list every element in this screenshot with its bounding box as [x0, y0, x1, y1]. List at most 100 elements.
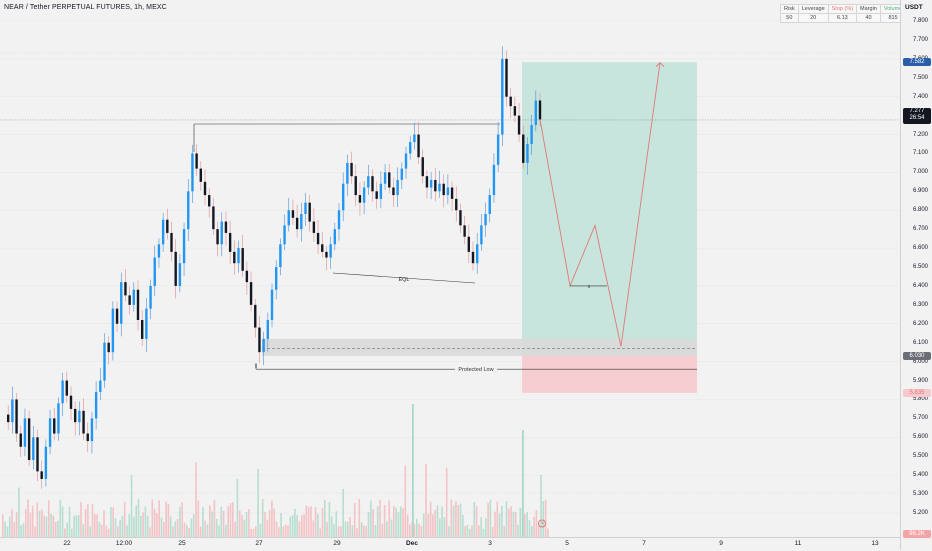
- candle-body: [120, 282, 123, 324]
- candle-body: [132, 289, 136, 305]
- volume-bar: [29, 512, 32, 537]
- alarm-clock-icon[interactable]: [537, 518, 547, 528]
- volume-bar: [160, 517, 163, 537]
- candle-body: [111, 308, 115, 353]
- volume-bar: [358, 499, 361, 537]
- candle-body: [404, 153, 408, 169]
- candle-body: [530, 125, 533, 144]
- volume-bar: [151, 499, 154, 537]
- candle-body: [94, 391, 98, 419]
- volume-bar: [462, 514, 464, 537]
- volume-bar: [167, 504, 170, 537]
- volume-bar: [121, 515, 124, 537]
- volume-bar: [275, 521, 278, 537]
- price-tick: 6.700: [912, 226, 928, 233]
- volume-bar: [383, 505, 386, 537]
- candle-body: [212, 206, 215, 230]
- volume-bar: [503, 526, 505, 537]
- volume-bar: [215, 518, 218, 537]
- candle-body: [15, 399, 18, 434]
- current-price-badge: 7.277 26:54: [903, 108, 931, 125]
- volume-bar: [133, 516, 135, 537]
- volume-bar: [296, 515, 298, 537]
- volume-bar: [209, 505, 211, 537]
- volume-bar: [48, 500, 50, 537]
- protected-low-label-bg: [455, 365, 497, 374]
- candle-body: [392, 187, 395, 196]
- price-tick: 6.600: [912, 245, 928, 252]
- volume-bar: [464, 526, 466, 537]
- volume-bar: [402, 508, 404, 537]
- candle-body: [488, 195, 491, 215]
- price-chart[interactable]: Protected Low x EQL x: [0, 0, 900, 537]
- candle-body: [304, 202, 307, 215]
- candle-body: [316, 232, 320, 245]
- volume-bar: [342, 488, 344, 537]
- candle-body: [526, 144, 529, 163]
- price-tick: 6.400: [912, 282, 928, 289]
- chart-area[interactable]: Protected Low x EQL x NEAR / Tether PERPETU…: [0, 0, 900, 537]
- volume-bar: [505, 501, 508, 537]
- volume-bar: [298, 521, 301, 537]
- volume-bar: [517, 524, 519, 537]
- volume-bar: [418, 523, 420, 537]
- volume-bar: [363, 525, 365, 537]
- volume-bar: [280, 513, 282, 537]
- value-leverage: 20: [797, 13, 829, 23]
- time-label-9: 9: [719, 540, 723, 547]
- candle-body: [86, 433, 89, 442]
- candle-body: [61, 380, 64, 404]
- candle-body: [136, 289, 140, 320]
- volume-bar: [284, 524, 287, 537]
- candle-body: [90, 418, 94, 442]
- volume-bar: [140, 515, 142, 537]
- candle-body: [413, 134, 416, 143]
- volume-bar: [457, 505, 459, 537]
- price-tick: 7.400: [912, 93, 928, 100]
- volume-bar: [443, 517, 446, 537]
- candle-body: [157, 244, 161, 258]
- volume-bar: [153, 508, 156, 537]
- volume-bar: [498, 513, 501, 537]
- candle-body: [161, 219, 165, 245]
- volume-bar: [365, 526, 367, 537]
- volume-bar: [232, 502, 234, 537]
- price-tick: 6.000: [912, 358, 928, 365]
- time-label-13: 13: [871, 540, 879, 547]
- candle-body: [149, 285, 152, 309]
- volume-bar: [409, 524, 411, 537]
- volume-bar: [367, 512, 370, 537]
- candle-body: [312, 221, 316, 233]
- candle-body: [446, 187, 450, 196]
- candle-body: [279, 244, 282, 267]
- volume-bar: [491, 526, 494, 537]
- header-risk: Risk: [780, 4, 799, 14]
- volume-bar: [163, 522, 165, 537]
- volume-bar: [250, 528, 252, 537]
- order-block-zone: [262, 338, 697, 356]
- volume-bar: [128, 514, 131, 537]
- volume-bar: [337, 526, 340, 537]
- volume-bar: [360, 522, 363, 537]
- volume-bar: [432, 514, 434, 537]
- volume-bar: [397, 512, 400, 537]
- currency-label[interactable]: USDT: [905, 4, 923, 11]
- volume-bar: [510, 506, 512, 537]
- candle-body: [199, 168, 203, 182]
- volume-bar: [319, 528, 321, 537]
- projected-arrow-head: [655, 61, 665, 67]
- candle-body: [274, 267, 278, 290]
- price-tick: 6.300: [912, 301, 928, 308]
- volume-bar: [370, 500, 372, 537]
- candle-body: [329, 244, 332, 258]
- volume-bar: [441, 506, 443, 537]
- price-axis[interactable]: USDT 7.8007.7007.6007.5007.4007.3007.200…: [900, 0, 932, 550]
- volume-bar: [123, 501, 126, 537]
- volume-bar: [195, 462, 197, 537]
- time-axis[interactable]: 22 12:00 25 27 29 Dec 3 5 7 9 11 13: [0, 537, 900, 551]
- volume-bar: [406, 514, 409, 537]
- time-label-dec: Dec: [406, 540, 418, 547]
- symbol-title[interactable]: NEAR / Tether PERPETUAL FUTURES, 1h, MEX…: [4, 4, 167, 11]
- candle-body: [187, 191, 190, 230]
- volume-bar: [8, 516, 11, 537]
